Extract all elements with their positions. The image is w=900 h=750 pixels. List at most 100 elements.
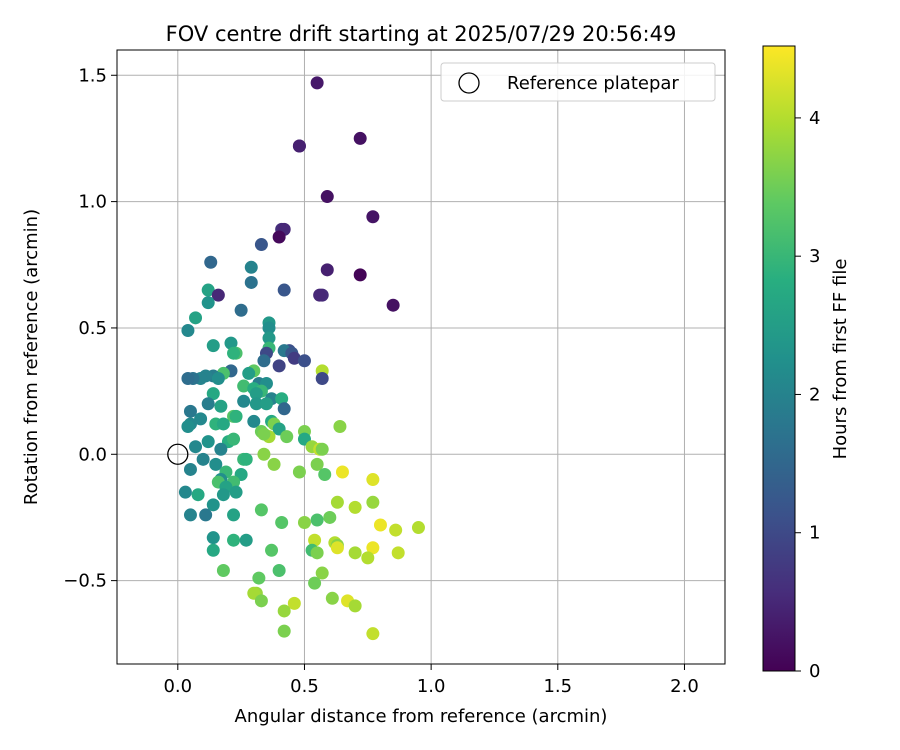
data-point xyxy=(411,521,425,535)
data-point xyxy=(206,339,220,353)
data-point xyxy=(310,513,324,527)
data-point xyxy=(257,447,271,461)
data-point xyxy=(227,432,241,446)
x-tick-label: 2.0 xyxy=(670,676,699,697)
data-point xyxy=(181,419,195,433)
data-point xyxy=(201,296,215,310)
data-point xyxy=(206,543,220,557)
plot-area: 0.0 0.5 1.0 1.5 2.0 −0.5 0.0 0.5 1.0 1.5 Referen… xyxy=(63,49,726,697)
data-point xyxy=(325,591,339,605)
data-point xyxy=(227,508,241,522)
data-point xyxy=(206,531,220,545)
y-tick-label: 0.0 xyxy=(78,444,107,465)
chart-title: FOV centre drift starting at 2025/07/29 … xyxy=(166,22,677,46)
data-point xyxy=(366,541,380,555)
data-point xyxy=(229,409,243,423)
colorbar-tick-label: 1 xyxy=(809,523,820,544)
data-point xyxy=(254,594,268,608)
legend-box xyxy=(440,62,716,102)
data-point xyxy=(201,283,215,297)
data-point xyxy=(181,371,195,385)
colorbar-label: Hours from first FF file xyxy=(830,259,851,460)
data-point xyxy=(199,508,213,522)
data-point xyxy=(249,387,263,401)
data-point xyxy=(229,485,243,499)
data-point xyxy=(335,465,349,479)
data-point xyxy=(216,564,230,578)
data-point xyxy=(214,442,228,456)
data-point xyxy=(254,503,268,517)
y-tick-label: 1.5 xyxy=(78,65,107,86)
colorbar: 0 1 2 3 4 Hours from first FF file xyxy=(762,45,851,682)
data-point xyxy=(366,473,380,487)
reference-point xyxy=(167,443,189,465)
data-point xyxy=(247,414,261,428)
data-point xyxy=(315,371,329,385)
data-point xyxy=(244,260,258,274)
data-point xyxy=(178,485,192,499)
colorbar-ticks: 0 1 2 3 4 xyxy=(795,108,820,682)
data-point xyxy=(189,440,203,454)
data-point xyxy=(272,230,286,244)
data-point xyxy=(333,419,347,433)
data-point xyxy=(277,402,291,416)
data-points xyxy=(178,76,425,641)
data-point xyxy=(366,627,380,641)
data-point xyxy=(257,427,271,441)
y-tick-label: 0.5 xyxy=(78,318,107,339)
data-point xyxy=(323,510,337,524)
data-point xyxy=(330,541,344,555)
data-point xyxy=(277,283,291,297)
data-point xyxy=(280,430,294,444)
data-point xyxy=(249,397,263,411)
data-point xyxy=(206,498,220,512)
y-tick-label: −0.5 xyxy=(63,571,107,592)
data-point xyxy=(209,457,223,471)
y-axis-label: Rotation from reference (arcmin) xyxy=(21,209,42,505)
data-point xyxy=(257,354,271,368)
data-point xyxy=(287,596,301,610)
data-point xyxy=(287,351,301,365)
data-point xyxy=(224,336,238,350)
legend-marker-icon xyxy=(458,72,480,94)
legend: Reference platepar xyxy=(440,62,716,102)
data-point xyxy=(252,571,266,585)
data-point xyxy=(391,546,405,560)
data-point xyxy=(196,452,210,466)
data-point xyxy=(272,359,286,373)
colorbar-tick-label: 4 xyxy=(809,108,820,129)
data-point xyxy=(183,462,197,476)
data-point xyxy=(216,417,230,431)
colorbar-tick-label: 0 xyxy=(809,661,820,682)
data-point xyxy=(366,495,380,509)
data-point xyxy=(297,354,311,368)
x-tick-label: 0.5 xyxy=(290,676,319,697)
data-point xyxy=(234,303,248,317)
data-point xyxy=(272,564,286,578)
data-point xyxy=(313,288,327,302)
data-point xyxy=(201,397,215,411)
data-point xyxy=(181,323,195,337)
data-point xyxy=(183,404,197,418)
data-point xyxy=(386,298,400,312)
y-axis-ticks: −0.5 0.0 0.5 1.0 1.5 xyxy=(63,65,117,592)
data-point xyxy=(277,624,291,638)
data-point xyxy=(320,190,334,204)
data-point xyxy=(389,523,403,537)
data-point xyxy=(211,288,225,302)
data-point xyxy=(265,543,279,557)
data-point xyxy=(262,321,276,335)
data-point xyxy=(320,263,334,277)
data-point xyxy=(227,533,241,547)
data-point xyxy=(206,387,220,401)
data-point xyxy=(330,495,344,509)
data-point xyxy=(353,131,367,145)
x-axis-label: Angular distance from reference (arcmin) xyxy=(235,706,608,727)
data-point xyxy=(194,412,208,426)
data-point xyxy=(237,394,251,408)
data-point xyxy=(204,255,218,269)
data-point xyxy=(211,371,225,385)
x-tick-label: 1.0 xyxy=(417,676,446,697)
data-point xyxy=(239,452,253,466)
